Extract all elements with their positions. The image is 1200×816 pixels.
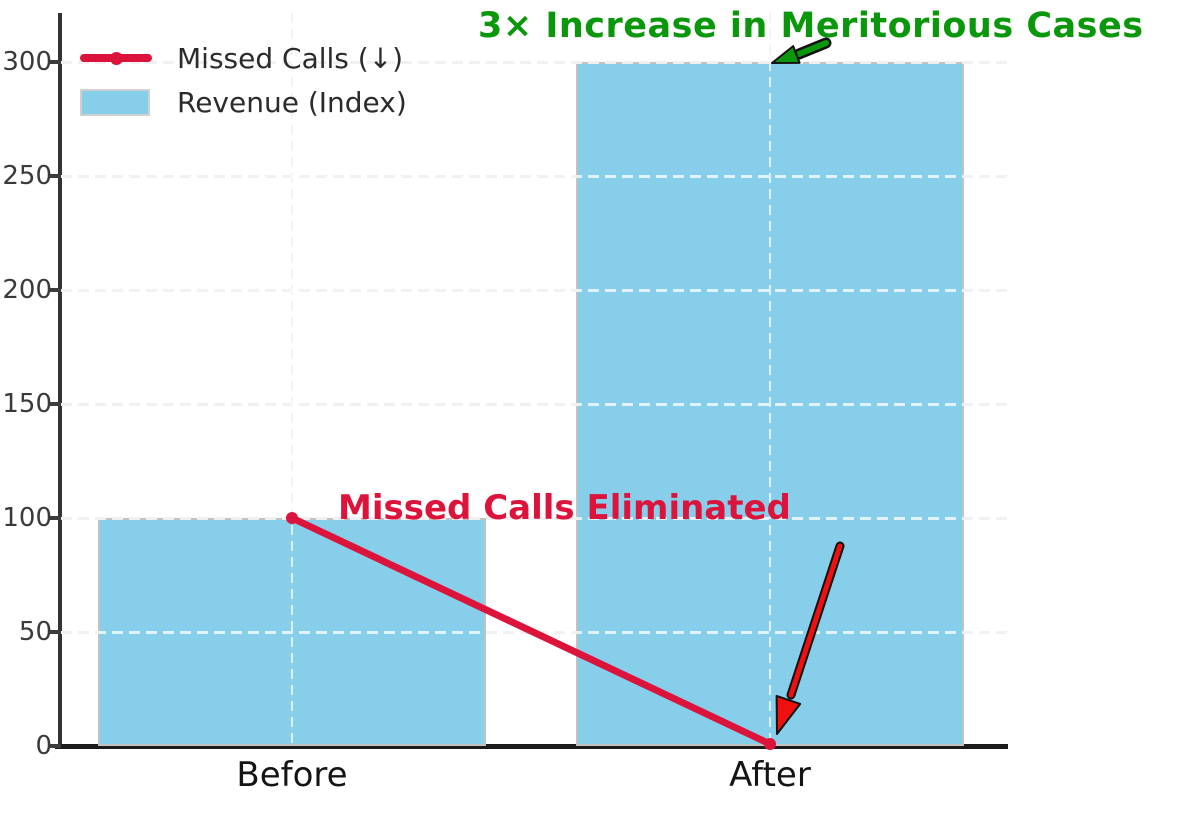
legend-label-revenue: Revenue (Index) [177, 85, 407, 119]
y-tick-label: 150 [2, 389, 52, 419]
y-tick-mark [50, 744, 61, 748]
legend-patch-swatch [80, 88, 150, 116]
x-tick-label-after: After [729, 755, 811, 795]
gridline-vertical-overlay [291, 13, 293, 746]
legend-swatch-box [80, 51, 152, 65]
annotation-missed-calls: Missed Calls Eliminated [338, 488, 791, 528]
page-title: 3× Increase in Meritorious Cases [478, 6, 1144, 46]
legend: Missed Calls (↓) Revenue (Index) [80, 40, 407, 120]
gridline-horizontal-overlay [61, 288, 1007, 292]
y-tick-mark [50, 174, 61, 178]
y-tick-label: 300 [2, 47, 52, 77]
y-tick-label: 100 [2, 503, 52, 533]
x-tick-label-before: Before [236, 755, 348, 795]
y-tick-label: 0 [35, 731, 52, 761]
gridline-horizontal-overlay [61, 60, 1007, 64]
y-tick-label: 250 [2, 161, 52, 191]
legend-item-missed-calls: Missed Calls (↓) [80, 40, 407, 76]
y-tick-mark [50, 60, 61, 64]
y-axis-spine [58, 13, 62, 749]
legend-line-marker-icon [110, 51, 123, 65]
gridline-horizontal-overlay [61, 402, 1007, 406]
y-tick-label: 50 [18, 617, 52, 647]
y-tick-label: 200 [2, 275, 52, 305]
legend-item-revenue: Revenue (Index) [80, 84, 407, 120]
gridline-horizontal-overlay [61, 174, 1007, 178]
y-tick-mark [50, 288, 61, 292]
y-tick-mark [50, 630, 61, 634]
legend-label-missed-calls: Missed Calls (↓) [177, 41, 404, 75]
y-tick-mark [50, 516, 61, 520]
y-tick-mark [50, 402, 61, 406]
gridline-vertical-overlay [769, 13, 771, 746]
gridline-horizontal-overlay [61, 630, 1007, 634]
legend-line-swatch [80, 51, 152, 65]
legend-swatch-box [80, 88, 152, 116]
